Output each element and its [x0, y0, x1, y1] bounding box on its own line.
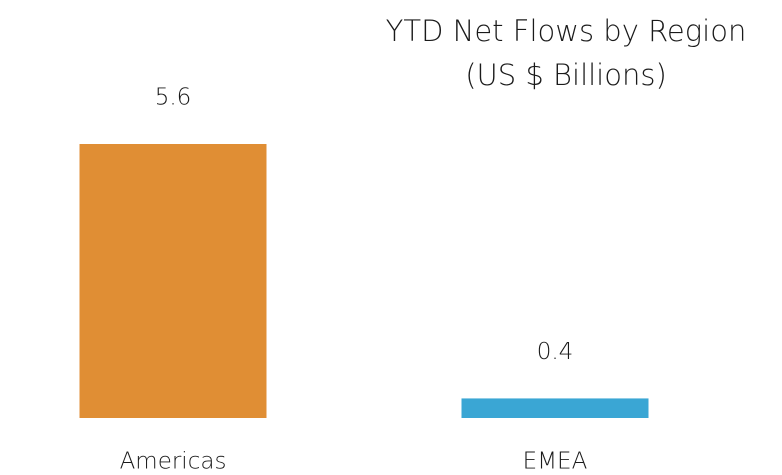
- value-label: 5.6: [155, 85, 192, 111]
- value-label: 0.4: [537, 339, 574, 365]
- bar: [461, 398, 649, 418]
- bar: [79, 144, 267, 418]
- x-tick-label: Americas: [120, 449, 227, 475]
- chart-title: YTD Net Flows by Region: [386, 14, 747, 48]
- x-tick-label: EMEA: [523, 449, 588, 475]
- chart-subtitle: (US $ Billions): [465, 58, 667, 92]
